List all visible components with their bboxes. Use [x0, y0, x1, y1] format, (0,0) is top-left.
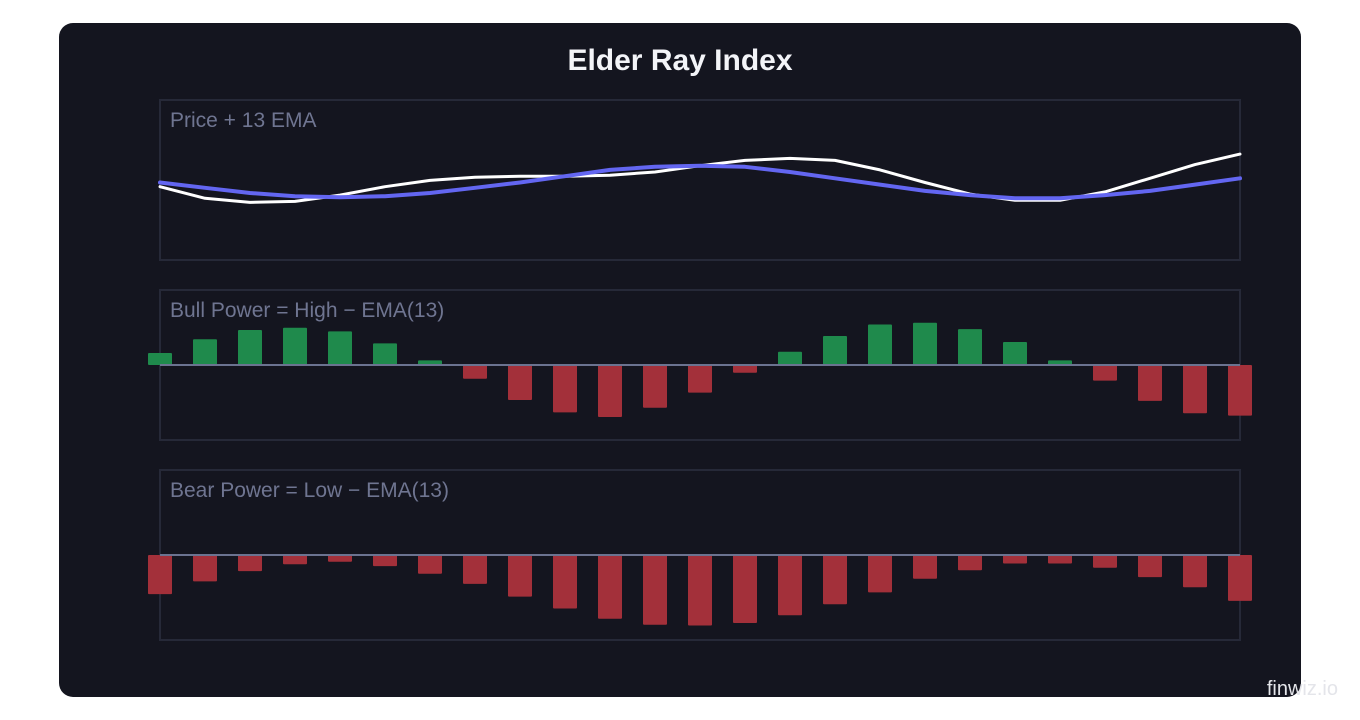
- bear-bar: [193, 555, 217, 582]
- bull-bar: [868, 324, 892, 365]
- price-panel-frame: [159, 99, 1241, 261]
- bull-bar: [598, 365, 622, 417]
- bear-bar: [778, 555, 802, 616]
- bull-bar: [1183, 365, 1207, 414]
- bull-bar: [778, 351, 802, 365]
- bear-bar: [1048, 555, 1072, 564]
- bull-bar: [643, 365, 667, 408]
- bear-bar: [1093, 555, 1117, 568]
- bear-bar: [418, 555, 442, 574]
- bull-bar: [553, 365, 577, 413]
- bear-bar: [463, 555, 487, 584]
- bear-bar: [328, 555, 352, 562]
- bull-bar: [328, 331, 352, 365]
- bear-bar: [688, 555, 712, 626]
- bear-bar: [373, 555, 397, 567]
- bull-bar: [1093, 365, 1117, 381]
- bull-bar: [508, 365, 532, 400]
- bear-bar: [868, 555, 892, 593]
- chart-card: [59, 23, 1301, 697]
- bull-bar: [283, 327, 307, 365]
- bull-power-panel: Bull Power = High − EMA(13): [148, 289, 1252, 441]
- price-panel-label: Price + 13 EMA: [170, 109, 316, 132]
- ema-line: [158, 163, 1242, 201]
- bear-bar: [823, 555, 847, 605]
- bull-bar: [238, 330, 262, 365]
- bear-bar: [508, 555, 532, 597]
- bull-bar: [463, 365, 487, 379]
- bull-bar: [418, 360, 442, 365]
- bear-panel-label: Bear Power = Low − EMA(13): [170, 479, 449, 502]
- bear-bar: [643, 555, 667, 625]
- bull-bar: [373, 343, 397, 365]
- bull-bar: [1048, 360, 1072, 365]
- chart-title: Elder Ray Index: [567, 44, 793, 77]
- bear-power-panel: Bear Power = Low − EMA(13): [148, 469, 1252, 641]
- watermark: finwiz.io: [1266, 678, 1338, 700]
- price-ema-panel: Price + 13 EMA: [158, 99, 1242, 261]
- bear-bar: [913, 555, 937, 579]
- bear-bar: [553, 555, 577, 609]
- bear-bar: [148, 555, 172, 595]
- bear-bar: [238, 555, 262, 572]
- bull-bar: [148, 353, 172, 365]
- bear-bar: [1183, 555, 1207, 588]
- bull-bar: [733, 365, 757, 373]
- bull-bar: [1228, 365, 1252, 416]
- bear-bar: [1138, 555, 1162, 578]
- bear-bar: [598, 555, 622, 619]
- bear-bar: [1228, 555, 1252, 601]
- bear-bar: [733, 555, 757, 623]
- bull-bar: [913, 322, 937, 365]
- bear-bar: [1003, 555, 1027, 564]
- bull-bar: [1003, 342, 1027, 365]
- bull-bar: [823, 336, 847, 365]
- bear-bar: [958, 555, 982, 571]
- bear-bar: [283, 555, 307, 565]
- bull-bar: [958, 329, 982, 365]
- bull-panel-label: Bull Power = High − EMA(13): [170, 299, 444, 322]
- bull-bar: [688, 365, 712, 393]
- bull-bar: [1138, 365, 1162, 401]
- bull-bar: [193, 339, 217, 365]
